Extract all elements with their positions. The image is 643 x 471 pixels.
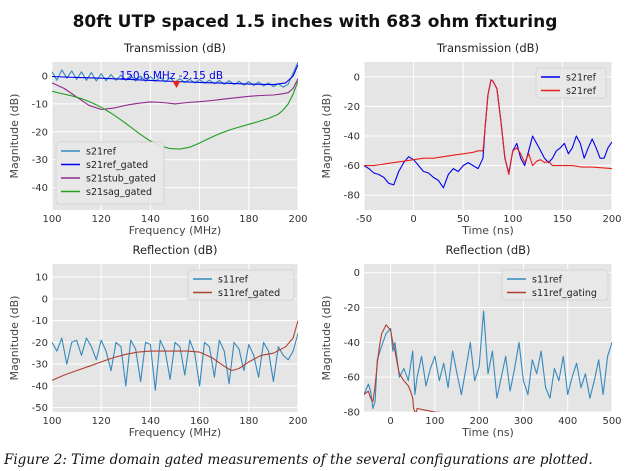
x-axis-label: Time (ns) (461, 426, 514, 439)
y-tick-label: -20 (344, 303, 360, 314)
y-tick-label: -40 (344, 132, 360, 143)
legend-entry: s21ref_gated (86, 160, 148, 171)
y-tick-label: -10 (32, 99, 48, 110)
legend-entry: s21stub_gated (86, 174, 156, 185)
x-tick-label: 180 (239, 416, 258, 427)
x-tick-label: 180 (239, 214, 258, 225)
y-tick-label: -60 (344, 373, 360, 384)
x-tick-label: 100 (42, 214, 61, 225)
x-tick-label: 500 (602, 416, 621, 427)
legend-entry: s11ref (532, 275, 563, 286)
y-tick-label: 10 (35, 273, 48, 284)
chart-title: Reflection (dB) (445, 243, 530, 257)
chart-bl: 100 120 140 160 180 200100-10-20-30-40-50Refl… (8, 243, 308, 439)
figure: 80ft UTP spaced 1.5 inches with 683 ohm … (0, 0, 643, 452)
x-tick-label: 100 (42, 416, 61, 427)
y-axis-label: Magnitude (dB) (8, 296, 21, 381)
legend-entry: s11ref (218, 275, 249, 286)
y-tick-label: -30 (32, 360, 48, 371)
x-tick-label: 120 (92, 214, 111, 225)
y-tick-label: -40 (344, 338, 360, 349)
x-tick-label: -50 (356, 214, 372, 225)
legend: s11ref s11ref_gated (188, 270, 294, 300)
chart-title: Transmission (dB) (436, 41, 539, 55)
y-tick-label: -30 (32, 155, 48, 166)
x-tick-label: 150 (553, 214, 572, 225)
x-tick-label: 200 (288, 416, 307, 427)
y-tick-label: -10 (32, 316, 48, 327)
chart-br: 0 100 200 300 400 5000-20-40-60-80Reflection … (320, 243, 622, 439)
x-tick-label: 0 (410, 214, 416, 225)
y-tick-label: -80 (344, 408, 360, 419)
legend-entry: s11ref_gated (218, 288, 280, 299)
figure-title: 80ft UTP spaced 1.5 inches with 683 ohm … (73, 12, 558, 32)
y-tick-label: -20 (32, 338, 48, 349)
legend: s11ref s11ref_gating (502, 270, 608, 300)
x-tick-label: 200 (602, 214, 621, 225)
y-tick-label: 0 (42, 294, 48, 305)
y-tick-label: -40 (32, 381, 48, 392)
annotation-label: 150.6 MHz -2.15 dB (119, 70, 223, 82)
legend-entry: s21ref (566, 73, 597, 84)
legend-entry: s21sag_gated (86, 187, 152, 198)
legend-entry: s21ref (566, 86, 597, 97)
y-tick-label: 0 (354, 72, 360, 83)
x-axis-label: Frequency (MHz) (129, 426, 221, 439)
legend: s21ref s21ref (536, 68, 606, 98)
y-axis-label: Magnitude (dB) (8, 94, 21, 179)
x-tick-label: 120 (92, 416, 111, 427)
y-tick-label: -60 (344, 161, 360, 172)
legend-entry: s11ref_gating (532, 288, 597, 299)
legend: s21ref s21ref_gated s21stub_gated s21sag_ga… (56, 142, 164, 204)
y-tick-label: 0 (42, 71, 48, 82)
y-tick-label: 0 (354, 268, 360, 279)
y-tick-label: -50 (32, 403, 48, 414)
x-axis-label: Time (ns) (461, 224, 514, 237)
y-axis-label: Magnitude (dB) (320, 94, 333, 179)
y-tick-label: -40 (32, 183, 48, 194)
figure-caption: Figure 2: Time domain gated measurements… (4, 452, 639, 468)
legend-entry: s21ref (86, 147, 117, 158)
y-tick-label: -20 (344, 102, 360, 113)
x-tick-label: 400 (558, 416, 577, 427)
y-axis-label: Magnitude (dB) (320, 296, 333, 381)
chart-title: Reflection (dB) (132, 243, 217, 257)
y-tick-label: -20 (32, 127, 48, 138)
x-tick-label: 100 (425, 416, 444, 427)
x-tick-label: 0 (387, 416, 393, 427)
chart-tr: -50 0 50 100 150 2000-20-40-60-80Transmission… (320, 41, 622, 237)
x-tick-label: 200 (288, 214, 307, 225)
x-tick-label: 300 (514, 416, 533, 427)
x-axis-label: Frequency (MHz) (129, 224, 221, 237)
chart-title: Transmission (dB) (123, 41, 226, 55)
y-tick-label: -80 (344, 191, 360, 202)
